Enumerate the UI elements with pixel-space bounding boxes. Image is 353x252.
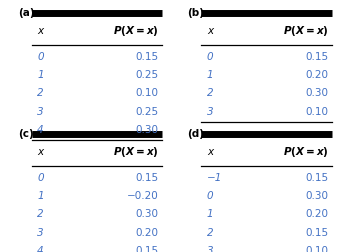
Text: $\boldsymbol{P(X = x)}$: $\boldsymbol{P(X = x)}$ (113, 24, 159, 39)
Text: 0.25: 0.25 (136, 70, 159, 80)
Text: 0.10: 0.10 (136, 88, 159, 99)
Text: 1: 1 (207, 209, 213, 219)
Text: $\boldsymbol{P(X = x)}$: $\boldsymbol{P(X = x)}$ (283, 24, 328, 39)
Text: (a): (a) (18, 8, 34, 18)
Text: 0.15: 0.15 (305, 228, 328, 238)
Text: 3: 3 (207, 107, 213, 117)
Text: $\mathit{x}$: $\mathit{x}$ (37, 26, 46, 37)
Text: 0: 0 (37, 173, 44, 183)
Text: −0.20: −0.20 (127, 191, 159, 201)
Text: $\mathit{x}$: $\mathit{x}$ (37, 147, 46, 158)
Text: $\boldsymbol{P(X = x)}$: $\boldsymbol{P(X = x)}$ (113, 145, 159, 160)
Text: 3: 3 (207, 246, 213, 252)
Text: 0.30: 0.30 (305, 88, 328, 99)
Text: 0.30: 0.30 (136, 125, 159, 135)
Text: 0.15: 0.15 (136, 173, 159, 183)
Text: 0: 0 (37, 52, 44, 62)
Text: 0.15: 0.15 (305, 52, 328, 62)
Text: 0.15: 0.15 (305, 173, 328, 183)
Text: (b): (b) (187, 8, 204, 18)
Text: 0.10: 0.10 (305, 246, 328, 252)
Text: 0.30: 0.30 (305, 191, 328, 201)
Text: 1: 1 (37, 70, 44, 80)
Text: 1: 1 (37, 191, 44, 201)
Text: 0.10: 0.10 (305, 107, 328, 117)
Text: 0.15: 0.15 (136, 52, 159, 62)
Text: 0.25: 0.25 (136, 107, 159, 117)
Text: (d): (d) (187, 129, 204, 139)
Text: (c): (c) (18, 129, 34, 139)
Text: $\mathit{x}$: $\mathit{x}$ (207, 26, 215, 37)
Text: 0.20: 0.20 (305, 209, 328, 219)
Text: 3: 3 (37, 107, 44, 117)
Text: 3: 3 (37, 228, 44, 238)
Text: 1: 1 (207, 70, 213, 80)
Text: $\boldsymbol{P(X = x)}$: $\boldsymbol{P(X = x)}$ (283, 145, 328, 160)
Text: 0.30: 0.30 (136, 209, 159, 219)
Text: 0: 0 (207, 52, 213, 62)
Text: 0: 0 (207, 191, 213, 201)
Text: 0.20: 0.20 (305, 70, 328, 80)
Text: 2: 2 (207, 88, 213, 99)
Text: 0.15: 0.15 (136, 246, 159, 252)
Text: 2: 2 (37, 209, 44, 219)
Text: −1: −1 (207, 173, 222, 183)
Text: 2: 2 (37, 88, 44, 99)
Text: 0.20: 0.20 (136, 228, 159, 238)
Text: $\mathit{x}$: $\mathit{x}$ (207, 147, 215, 158)
Text: 4: 4 (37, 125, 44, 135)
Text: 4: 4 (37, 246, 44, 252)
Text: 2: 2 (207, 228, 213, 238)
